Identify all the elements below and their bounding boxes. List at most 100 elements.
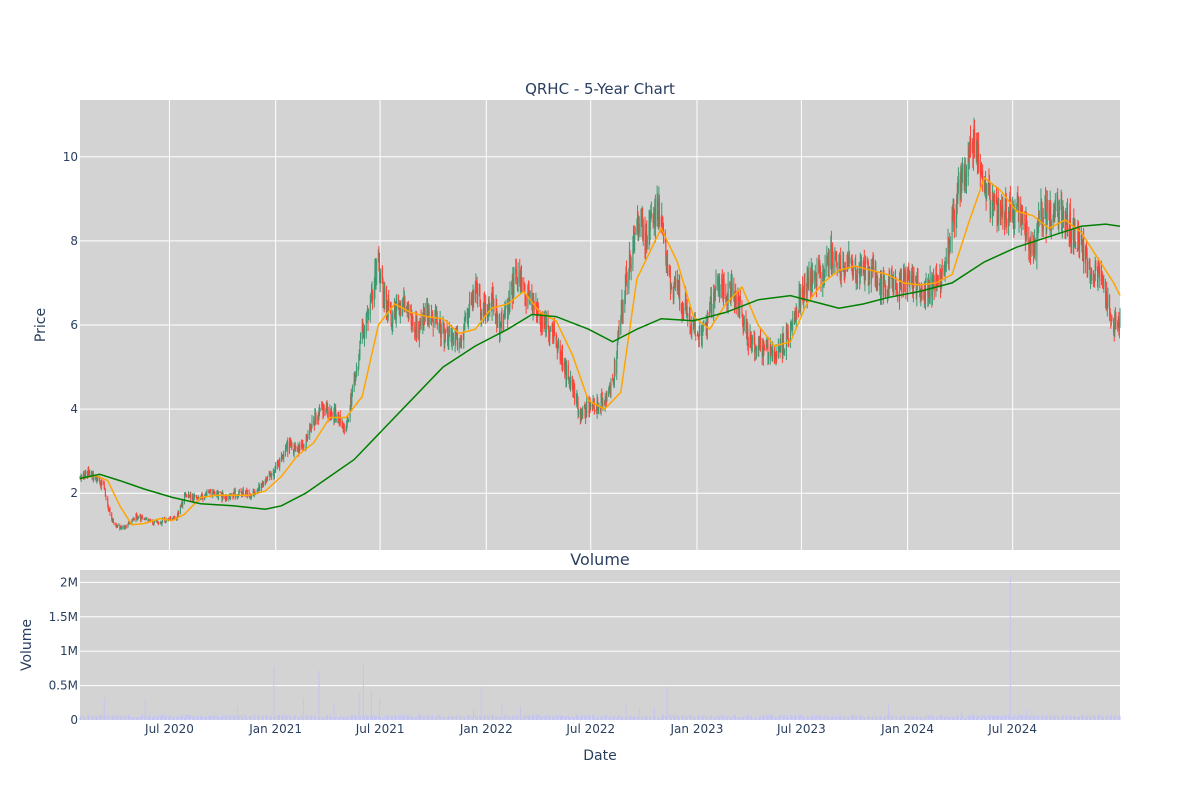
volume-bar bbox=[218, 716, 220, 720]
candle-body bbox=[323, 405, 325, 416]
volume-bar bbox=[965, 718, 967, 720]
volume-bar bbox=[537, 714, 539, 720]
candle-body bbox=[318, 410, 320, 419]
volume-bar bbox=[719, 715, 721, 720]
volume-bar bbox=[205, 716, 207, 720]
volume-bar bbox=[975, 717, 977, 720]
candle-body bbox=[649, 221, 651, 232]
candle-body bbox=[214, 493, 216, 495]
volume-bar bbox=[314, 715, 316, 720]
candle-body bbox=[297, 446, 299, 450]
volume-bar bbox=[953, 718, 955, 720]
volume-bar bbox=[275, 716, 277, 720]
volume-bar bbox=[293, 716, 295, 720]
volume-bar bbox=[563, 716, 565, 720]
volume-bar bbox=[423, 715, 425, 720]
candle-body bbox=[709, 302, 711, 306]
volume-bar bbox=[721, 715, 723, 720]
candle-body bbox=[351, 393, 353, 403]
volume-bar bbox=[897, 718, 899, 720]
candle-body bbox=[948, 237, 950, 257]
candle-body bbox=[468, 312, 470, 315]
volume-bar bbox=[1028, 716, 1030, 720]
volume-bar bbox=[262, 718, 264, 720]
candle-body bbox=[754, 348, 756, 354]
candle-body bbox=[830, 243, 832, 268]
candle-body bbox=[536, 314, 538, 320]
candle-body bbox=[140, 515, 142, 521]
candle-body bbox=[577, 402, 579, 414]
volume-bar bbox=[869, 715, 871, 720]
candle-body bbox=[622, 300, 624, 317]
volume-bar bbox=[737, 718, 739, 720]
volume-bar bbox=[161, 716, 163, 720]
candle-body bbox=[715, 276, 717, 290]
volume-y-axis-label: Volume bbox=[19, 619, 35, 671]
volume-bar bbox=[1033, 715, 1035, 720]
volume-bar bbox=[747, 714, 749, 720]
candle-body bbox=[539, 312, 541, 322]
candle-body bbox=[814, 271, 816, 273]
volume-bar bbox=[624, 716, 626, 720]
volume-bar bbox=[1049, 714, 1051, 720]
candle-body bbox=[561, 351, 563, 364]
volume-bar bbox=[484, 717, 486, 720]
volume-bar bbox=[391, 715, 393, 720]
candle-body bbox=[778, 347, 780, 349]
candle-body bbox=[99, 477, 101, 482]
candle-body bbox=[642, 217, 644, 240]
volume-bar bbox=[382, 718, 384, 720]
candle-body bbox=[84, 475, 86, 477]
candle-body bbox=[141, 516, 143, 519]
candle-body bbox=[549, 328, 551, 332]
candle-body bbox=[245, 490, 247, 492]
candle-body bbox=[648, 222, 650, 239]
volume-bar bbox=[500, 716, 502, 720]
candle-body bbox=[339, 416, 341, 423]
candle-body bbox=[188, 494, 190, 497]
candle-body bbox=[395, 304, 397, 321]
candle-body bbox=[1034, 238, 1036, 255]
volume-bar bbox=[1021, 715, 1023, 720]
volume-bar bbox=[893, 718, 895, 720]
candle-body bbox=[855, 265, 857, 280]
volume-bar bbox=[111, 716, 113, 720]
volume-bar bbox=[616, 716, 618, 720]
candle-body bbox=[313, 421, 315, 427]
volume-bar bbox=[610, 717, 612, 720]
volume-bar bbox=[475, 717, 477, 720]
volume-bar bbox=[112, 714, 114, 720]
candle-body bbox=[862, 270, 864, 273]
volume-bar bbox=[443, 717, 445, 720]
volume-bar bbox=[1034, 716, 1036, 720]
volume-bar bbox=[370, 718, 372, 720]
candle-body bbox=[586, 401, 588, 414]
volume-bar bbox=[1105, 717, 1107, 720]
volume-bar bbox=[294, 715, 296, 720]
candle-body bbox=[1024, 224, 1026, 227]
volume-bar bbox=[1013, 716, 1015, 720]
candle-body bbox=[686, 307, 688, 311]
candle-body bbox=[721, 278, 723, 289]
candle-body bbox=[91, 472, 93, 476]
candle-body bbox=[213, 492, 215, 494]
volume-bar bbox=[834, 718, 836, 720]
volume-bar bbox=[394, 714, 396, 720]
candle-body bbox=[399, 305, 401, 313]
candle-body bbox=[350, 395, 352, 408]
volume-bar bbox=[913, 716, 915, 720]
volume-bar bbox=[387, 717, 389, 720]
volume-bar bbox=[475, 717, 477, 720]
volume-bar bbox=[346, 717, 348, 720]
volume-bar bbox=[185, 714, 187, 720]
candle-body bbox=[136, 516, 138, 520]
volume-bar bbox=[776, 717, 778, 720]
candle-body bbox=[314, 412, 316, 426]
volume-bar bbox=[1006, 718, 1008, 720]
candle-body bbox=[989, 180, 991, 194]
candle-body bbox=[141, 516, 143, 518]
candle-body bbox=[321, 402, 323, 411]
volume-bar bbox=[181, 717, 183, 720]
volume-bar bbox=[601, 718, 603, 720]
candle-body bbox=[753, 338, 755, 340]
